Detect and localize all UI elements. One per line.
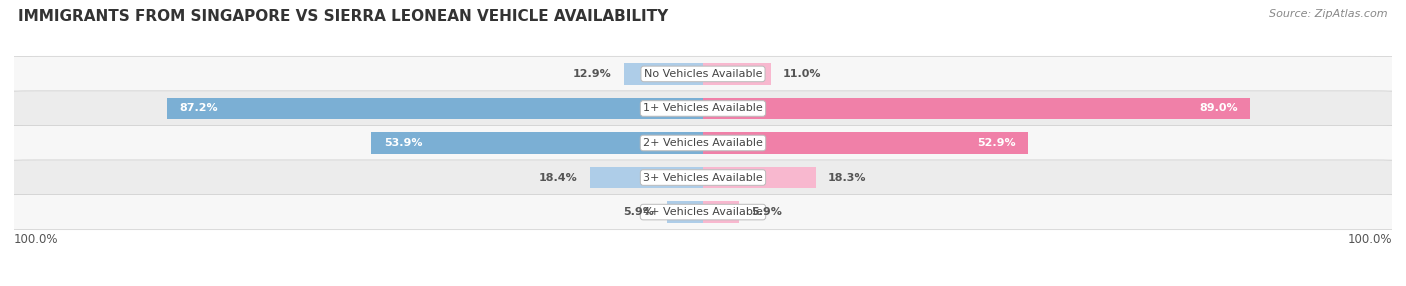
Text: 87.2%: 87.2% xyxy=(179,104,218,114)
Text: 89.0%: 89.0% xyxy=(1199,104,1239,114)
Text: 100.0%: 100.0% xyxy=(14,233,59,247)
Text: 4+ Vehicles Available: 4+ Vehicles Available xyxy=(643,207,763,217)
Text: IMMIGRANTS FROM SINGAPORE VS SIERRA LEONEAN VEHICLE AVAILABILITY: IMMIGRANTS FROM SINGAPORE VS SIERRA LEON… xyxy=(18,9,668,23)
Text: 11.0%: 11.0% xyxy=(783,69,821,79)
Text: No Vehicles Available: No Vehicles Available xyxy=(644,69,762,79)
Text: 52.9%: 52.9% xyxy=(977,138,1017,148)
Text: 2+ Vehicles Available: 2+ Vehicles Available xyxy=(643,138,763,148)
Text: 18.4%: 18.4% xyxy=(538,172,578,182)
FancyBboxPatch shape xyxy=(1,91,1405,126)
Bar xyxy=(703,98,1250,119)
Text: 5.9%: 5.9% xyxy=(752,207,783,217)
FancyBboxPatch shape xyxy=(1,160,1405,195)
Bar xyxy=(591,167,703,188)
Text: 1+ Vehicles Available: 1+ Vehicles Available xyxy=(643,104,763,114)
Bar xyxy=(703,63,770,85)
Bar xyxy=(666,201,703,223)
Text: 12.9%: 12.9% xyxy=(572,69,612,79)
Text: 3+ Vehicles Available: 3+ Vehicles Available xyxy=(643,172,763,182)
Bar xyxy=(703,132,1028,154)
Text: Source: ZipAtlas.com: Source: ZipAtlas.com xyxy=(1270,9,1388,19)
Bar xyxy=(703,167,815,188)
FancyBboxPatch shape xyxy=(1,125,1405,161)
Bar xyxy=(166,98,703,119)
Text: 53.9%: 53.9% xyxy=(384,138,422,148)
Bar xyxy=(703,201,740,223)
Bar xyxy=(624,63,703,85)
Text: 100.0%: 100.0% xyxy=(1347,233,1392,247)
Text: 18.3%: 18.3% xyxy=(828,172,866,182)
FancyBboxPatch shape xyxy=(1,194,1405,230)
Bar xyxy=(371,132,703,154)
Text: 5.9%: 5.9% xyxy=(623,207,654,217)
FancyBboxPatch shape xyxy=(1,56,1405,92)
